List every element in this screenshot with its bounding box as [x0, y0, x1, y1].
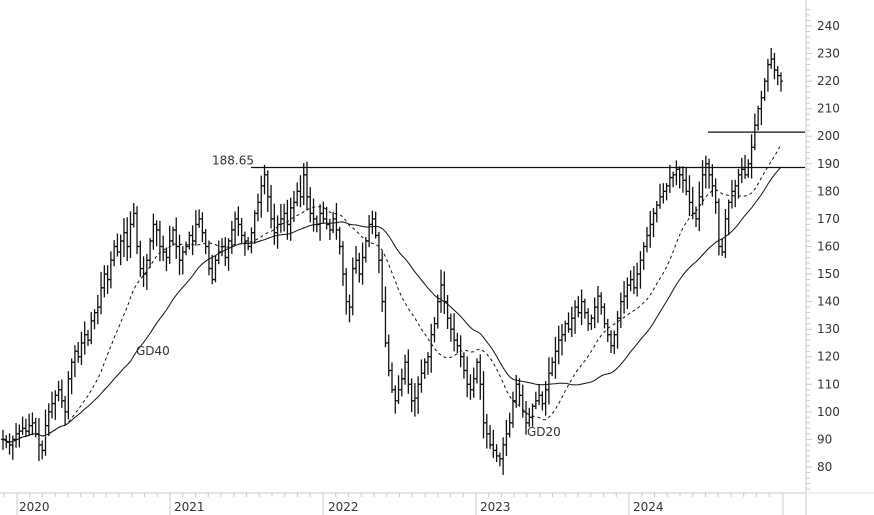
x-tick-label: 2020 — [19, 500, 50, 514]
annotations: 188.65 GD40 GD20 — [136, 131, 805, 439]
x-tick-label: 2023 — [480, 500, 511, 514]
y-axis: 80 90 100 110 120 130 140 150 160 170 180 190 200 210… — [805, 0, 874, 515]
ma20-line — [2, 144, 782, 443]
plot-area — [1, 47, 783, 475]
y-tick-label: 220 — [817, 74, 840, 88]
y-tick-label: 230 — [817, 47, 840, 61]
y-tick-label: 170 — [817, 212, 840, 226]
gd40-label: GD40 — [136, 344, 170, 358]
ma40-line — [2, 166, 782, 443]
y-tick-label: 110 — [817, 377, 840, 391]
y-tick-label: 240 — [817, 19, 840, 33]
y-tick-label: 150 — [817, 267, 840, 281]
x-axis: 2020 2021 2022 2023 2024 — [0, 492, 806, 515]
y-tick-label: 200 — [817, 129, 840, 143]
level-label: 188.65 — [212, 154, 254, 168]
y-tick-label: 120 — [817, 350, 840, 364]
y-tick-label: 180 — [817, 184, 840, 198]
gd20-label: GD20 — [527, 425, 561, 439]
x-tick-label: 2024 — [633, 500, 664, 514]
y-tick-label: 80 — [817, 460, 832, 474]
x-tick-label: 2021 — [174, 500, 205, 514]
y-tick-label: 100 — [817, 405, 840, 419]
y-tick-label: 190 — [817, 157, 840, 171]
y-tick-label: 210 — [817, 102, 840, 116]
y-tick-label: 140 — [817, 295, 840, 309]
y-tick-label: 130 — [817, 322, 840, 336]
x-tick-label: 2022 — [328, 500, 359, 514]
y-tick-label: 90 — [817, 432, 832, 446]
y-tick-label: 160 — [817, 239, 840, 253]
